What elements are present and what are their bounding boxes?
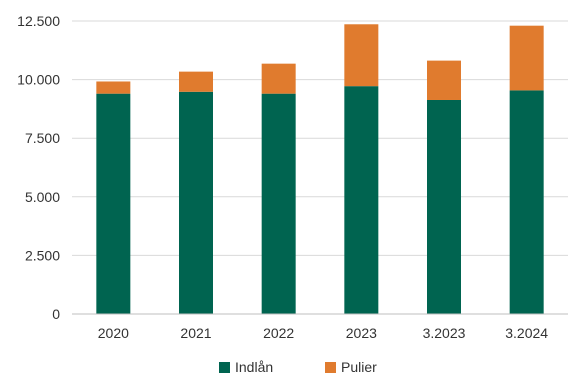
bar-pulier-1 <box>179 71 213 92</box>
x-tick-label-5: 3.2024 <box>505 325 548 341</box>
y-tick-label-1: 2.500 <box>25 247 60 263</box>
bar-indlan-0 <box>96 93 131 314</box>
x-tick-label-2: 2022 <box>263 325 294 341</box>
bar-indlan-4 <box>427 99 461 314</box>
bar-pulier-2 <box>261 63 296 94</box>
y-tick-label-4: 10.000 <box>17 72 60 88</box>
bar-indlan-5 <box>509 90 544 314</box>
legend: Indlån Pulier <box>219 359 377 374</box>
legend-swatch-indlan <box>219 362 230 373</box>
y-tick-label-2: 5.000 <box>25 189 60 205</box>
x-tick-label-1: 2021 <box>180 325 211 341</box>
y-tick-label-5: 12.500 <box>17 13 60 29</box>
y-tick-label-3: 7.500 <box>25 130 60 146</box>
legend-label-pulier: Pulier <box>341 359 377 374</box>
bar-pulier-3 <box>344 24 379 87</box>
y-axis-labels: 0 2.500 5.000 7.500 10.000 12.500 <box>17 13 60 322</box>
y-tick-label-0: 0 <box>52 306 60 322</box>
x-tick-label-4: 3.2023 <box>423 325 466 341</box>
x-tick-label-0: 2020 <box>98 325 129 341</box>
x-tick-label-3: 2023 <box>346 325 377 341</box>
grid-lines <box>72 20 568 256</box>
legend-swatch-pulier <box>325 362 336 373</box>
legend-label-indlan: Indlån <box>235 359 273 374</box>
x-axis-labels: 2020 2021 2022 2023 3.2023 3.2024 <box>98 325 549 341</box>
bar-pulier-5 <box>509 25 544 91</box>
bar-indlan-1 <box>179 91 213 314</box>
bar-indlan-3 <box>344 86 379 314</box>
bar-indlan-2 <box>261 93 296 314</box>
bars <box>96 24 544 314</box>
bar-pulier-0 <box>96 81 131 94</box>
bar-pulier-4 <box>427 60 461 100</box>
